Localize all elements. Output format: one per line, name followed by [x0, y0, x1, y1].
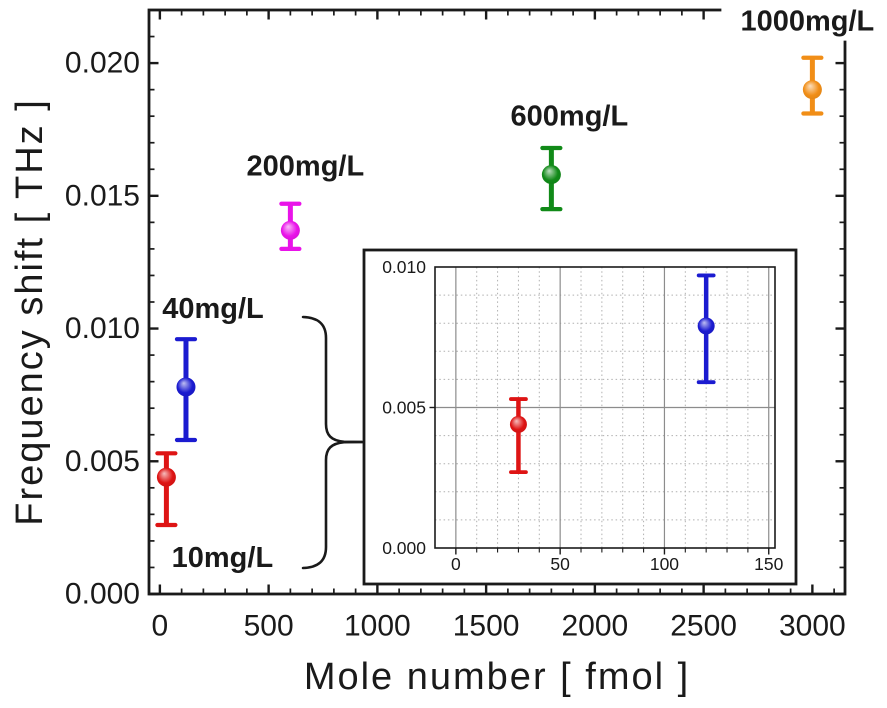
main-x-tick-label: 2500	[670, 610, 737, 643]
series-label-1000mgl: 1000mg/L	[740, 6, 874, 38]
inset-x-tick-label: 150	[754, 554, 783, 574]
inset-x-tick-label: 100	[650, 554, 679, 574]
main-x-tick-label: 500	[244, 610, 294, 643]
main-x-tick-label: 1500	[453, 610, 520, 643]
series-label-600mgl: 600mg/L	[511, 101, 629, 133]
data-point-40mgl	[176, 377, 196, 397]
data-point-40mgl	[697, 317, 715, 335]
data-point-10mgl	[156, 467, 176, 487]
main-y-tick-label: 0.020	[65, 47, 140, 80]
series-label-10mgl: 10mg/L	[172, 542, 274, 574]
main-y-tick-label: 0.015	[65, 179, 140, 212]
brace-bottom-half	[301, 440, 364, 570]
inset-y-tick-label: 0.000	[382, 538, 426, 558]
series-labels: 10mg/L 40mg/L 200mg/L 600mg/L 1000mg/L	[162, 2, 887, 574]
series-label-40mgl: 40mg/L	[162, 293, 264, 325]
brace-top-half	[301, 315, 364, 444]
main-y-tick-label: 0.000	[65, 578, 140, 611]
main-x-tick-label: 1000	[344, 610, 411, 643]
main-plot: 0 500 1000 1500 2000 2500 30000.0000.0050.0100…	[65, 8, 847, 643]
main-x-tick-label: 3000	[779, 610, 846, 643]
inset-y-tick-label: 0.005	[382, 398, 426, 418]
data-point-1000mgl	[802, 80, 822, 100]
inset-box	[362, 248, 798, 586]
inset-y-tick-label: 0.010	[382, 257, 426, 277]
main-x-tick-label: 2000	[562, 610, 629, 643]
x-axis-title: Mole number [ fmol ]	[304, 656, 690, 698]
series-label-200mgl: 200mg/L	[247, 150, 365, 182]
y-axis-title: Frequency shift [ THz ]	[9, 98, 51, 526]
main-x-tick-label: 0	[152, 610, 169, 643]
inset-x-tick-label: 50	[550, 554, 570, 574]
brace	[301, 315, 364, 570]
inset-plot: 0 50 100 150 0.000 0.005 0.010	[362, 248, 798, 586]
data-point-200mgl	[280, 220, 300, 240]
main-data-series	[155, 55, 824, 528]
series-label-bg-1000mgl	[721, 2, 887, 41]
inset-x-tick-label: 0	[451, 554, 461, 574]
data-point-10mgl	[509, 415, 527, 433]
main-y-tick-label: 0.005	[65, 445, 140, 478]
data-point-600mgl	[541, 165, 561, 185]
main-y-tick-label: 0.010	[65, 312, 140, 345]
